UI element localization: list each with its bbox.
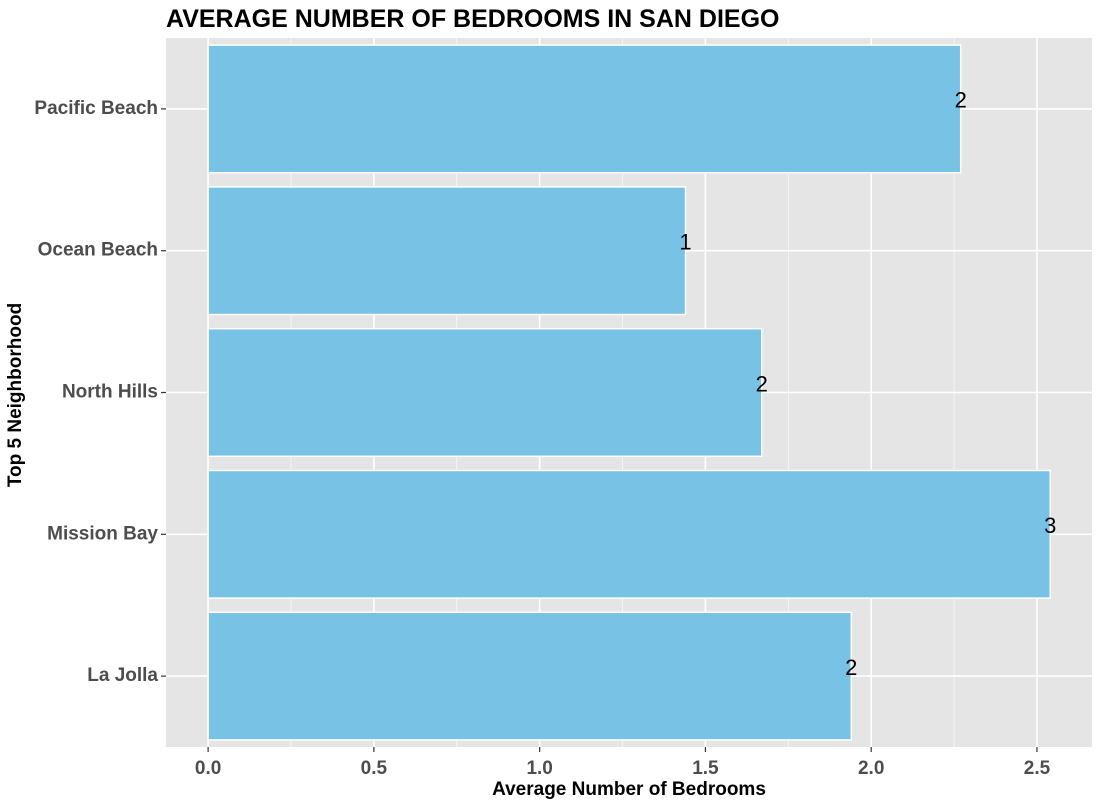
x-axis: 0.0 0.5 1.0 1.5 2.0 2.5 (195, 747, 1051, 779)
y-axis-title: Top 5 Neighborhood (5, 303, 26, 487)
data-label: 3 (1044, 513, 1056, 538)
y-tick-label: Mission Bay (47, 523, 158, 544)
bar (207, 327, 763, 458)
x-tick-label: 2.0 (858, 758, 884, 779)
bar (207, 611, 853, 741)
data-label: 2 (845, 655, 857, 680)
chart-title: AVERAGE NUMBER OF BEDROOMS IN SAN DIEGO (166, 5, 779, 33)
x-tick-label: 1.0 (526, 758, 552, 779)
bar (207, 186, 687, 316)
bars (207, 44, 1051, 741)
data-label: 1 (679, 230, 691, 255)
x-axis-title: Average Number of Bedrooms (492, 779, 766, 800)
data-label: 2 (756, 371, 768, 396)
y-tick-label: Pacific Beach (34, 98, 158, 119)
x-tick-label: 0.5 (361, 758, 388, 779)
bar (207, 469, 1051, 599)
y-tick-label: North Hills (62, 382, 158, 403)
bar (207, 44, 962, 174)
data-label: 2 (955, 88, 967, 113)
x-tick-label: 0.0 (195, 758, 221, 779)
x-tick-label: 1.5 (692, 758, 719, 779)
data-labels: 2 3 2 1 2 (679, 88, 1056, 680)
y-tick-label: La Jolla (87, 665, 158, 686)
y-tick-label: Ocean Beach (38, 240, 158, 261)
x-tick-label: 2.5 (1024, 758, 1051, 779)
y-axis: La Jolla Mission Bay North Hills Ocean Beac… (34, 98, 166, 686)
